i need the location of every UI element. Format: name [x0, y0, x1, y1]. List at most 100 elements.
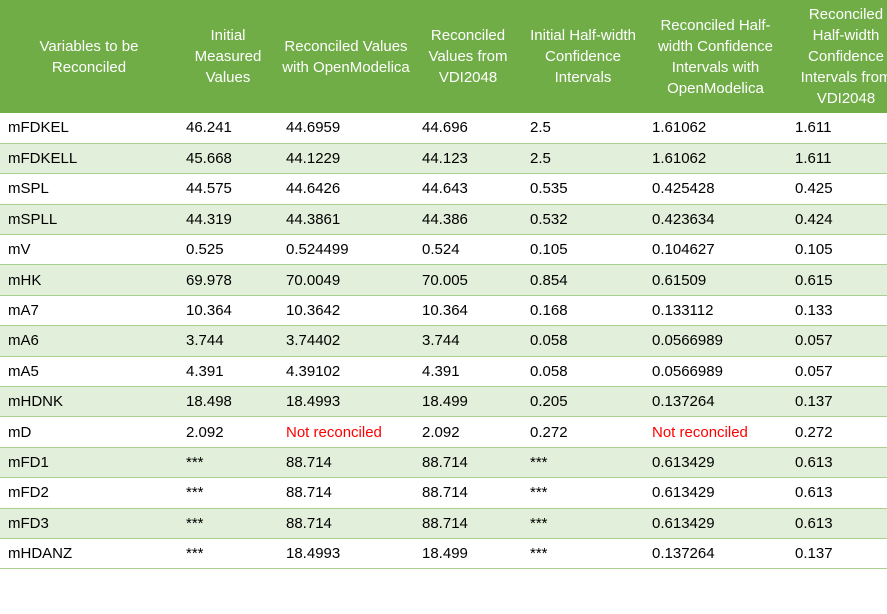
cell-value: *** — [522, 447, 644, 479]
cell-value: 0.272 — [787, 416, 887, 448]
cell-value: 44.319 — [178, 204, 278, 236]
cell-value: 0.205 — [522, 386, 644, 418]
cell-value: 10.3642 — [278, 295, 414, 327]
cell-value: 4.39102 — [278, 356, 414, 388]
variable-name: mSPLL — [0, 204, 178, 236]
cell-value: *** — [178, 508, 278, 539]
cell-value: 18.4993 — [278, 386, 414, 418]
cell-value: 2.092 — [178, 416, 278, 448]
cell-value: 0.613429 — [644, 447, 787, 479]
variable-name: mHK — [0, 264, 178, 296]
table-row: mA5 4.391 4.39102 4.391 0.058 0.0566989 0.057 — [0, 356, 887, 388]
cell-value: 0.425428 — [644, 173, 787, 205]
cell-value: *** — [522, 538, 644, 570]
cell-value: 0.133 — [787, 295, 887, 327]
cell-value: 0.137 — [787, 538, 887, 570]
column-header: Initial Half-width Confidence Intervals — [522, 0, 644, 113]
cell-value: 1.61062 — [644, 143, 787, 175]
cell-value: 0.613 — [787, 508, 887, 539]
cell-value: 10.364 — [178, 295, 278, 327]
cell-value: 4.391 — [414, 356, 522, 388]
table-row: mFD1 *** 88.714 88.714 *** 0.613429 0.613 — [0, 447, 887, 479]
cell-value: 0.613 — [787, 447, 887, 479]
cell-value: *** — [178, 477, 278, 509]
cell-value: 0.524 — [414, 234, 522, 266]
cell-value: 2.5 — [522, 113, 644, 144]
cell-value: 0.137 — [787, 386, 887, 418]
cell-value: Not reconciled — [644, 416, 787, 448]
cell-value: 0.058 — [522, 325, 644, 357]
cell-value: 88.714 — [414, 447, 522, 479]
cell-value: 44.3861 — [278, 204, 414, 236]
table-row: mFDKEL 46.241 44.6959 44.696 2.5 1.61062 1.611 — [0, 113, 887, 144]
cell-value: 1.61062 — [644, 113, 787, 144]
cell-value: *** — [178, 447, 278, 479]
cell-value: *** — [522, 508, 644, 539]
variable-name: mHDANZ — [0, 538, 178, 570]
cell-value: 88.714 — [278, 508, 414, 539]
cell-value: 44.386 — [414, 204, 522, 236]
cell-value: 46.241 — [178, 113, 278, 144]
cell-value: 18.498 — [178, 386, 278, 418]
variable-name: mA6 — [0, 325, 178, 357]
variable-name: mFDKELL — [0, 143, 178, 175]
table-row: mA6 3.744 3.74402 3.744 0.058 0.0566989 0.057 — [0, 325, 887, 357]
cell-value: 0.105 — [787, 234, 887, 266]
cell-value: 0.0566989 — [644, 356, 787, 388]
cell-value: 70.005 — [414, 264, 522, 296]
cell-value: 44.643 — [414, 173, 522, 205]
cell-value: 88.714 — [278, 477, 414, 509]
variable-name: mV — [0, 234, 178, 266]
cell-value: 0.535 — [522, 173, 644, 205]
cell-value: 88.714 — [414, 508, 522, 539]
cell-value: 44.6959 — [278, 113, 414, 144]
column-header: Reconciled Values from VDI2048 — [414, 0, 522, 113]
variable-name: mFD2 — [0, 477, 178, 509]
table-row: mFD2 *** 88.714 88.714 *** 0.613429 0.613 — [0, 477, 887, 509]
cell-value: 0.168 — [522, 295, 644, 327]
cell-value: 0.613429 — [644, 508, 787, 539]
cell-value: 18.499 — [414, 538, 522, 570]
cell-value: 3.74402 — [278, 325, 414, 357]
cell-value: 0.613429 — [644, 477, 787, 509]
table-row: mHK 69.978 70.0049 70.005 0.854 0.61509 0.615 — [0, 264, 887, 296]
cell-value: 44.696 — [414, 113, 522, 144]
cell-value: 0.525 — [178, 234, 278, 266]
table-row: mV 0.525 0.524499 0.524 0.105 0.104627 0.105 — [0, 234, 887, 266]
variable-name: mFD3 — [0, 508, 178, 539]
variable-name: mFDKEL — [0, 113, 178, 144]
column-header: Reconciled Half-width Confidence Interva… — [787, 0, 887, 113]
cell-value: 0.137264 — [644, 538, 787, 570]
cell-value: 2.092 — [414, 416, 522, 448]
header-row: Variables to be Reconciled Initial Measur… — [0, 0, 887, 113]
cell-value: 0.272 — [522, 416, 644, 448]
cell-value: 0.425 — [787, 173, 887, 205]
cell-value: 0.0566989 — [644, 325, 787, 357]
table-row: mA7 10.364 10.3642 10.364 0.168 0.133112 0.133 — [0, 295, 887, 327]
variable-name: mFD1 — [0, 447, 178, 479]
cell-value: 0.532 — [522, 204, 644, 236]
cell-value: 0.854 — [522, 264, 644, 296]
cell-value: 88.714 — [278, 447, 414, 479]
cell-value: 0.104627 — [644, 234, 787, 266]
cell-value: *** — [522, 477, 644, 509]
variable-name: mSPL — [0, 173, 178, 205]
cell-value: 1.611 — [787, 113, 887, 144]
table-row: mSPLL 44.319 44.3861 44.386 0.532 0.423634 0.4… — [0, 204, 887, 236]
column-header: Variables to be Reconciled — [0, 0, 178, 113]
variable-name: mHDNK — [0, 386, 178, 418]
cell-value: Not reconciled — [278, 416, 414, 448]
cell-value: 10.364 — [414, 295, 522, 327]
cell-value: 18.499 — [414, 386, 522, 418]
variable-name: mD — [0, 416, 178, 448]
cell-value: 0.057 — [787, 325, 887, 357]
cell-value: 0.61509 — [644, 264, 787, 296]
cell-value: 0.615 — [787, 264, 887, 296]
variable-name: mA5 — [0, 356, 178, 388]
table-row: mFDKELL 45.668 44.1229 44.123 2.5 1.61062 1.61… — [0, 143, 887, 175]
cell-value: 0.057 — [787, 356, 887, 388]
cell-value: 88.714 — [414, 477, 522, 509]
table-row: mHDANZ *** 18.4993 18.499 *** 0.137264 0.137 — [0, 538, 887, 570]
column-header: Initial Measured Values — [178, 0, 278, 113]
